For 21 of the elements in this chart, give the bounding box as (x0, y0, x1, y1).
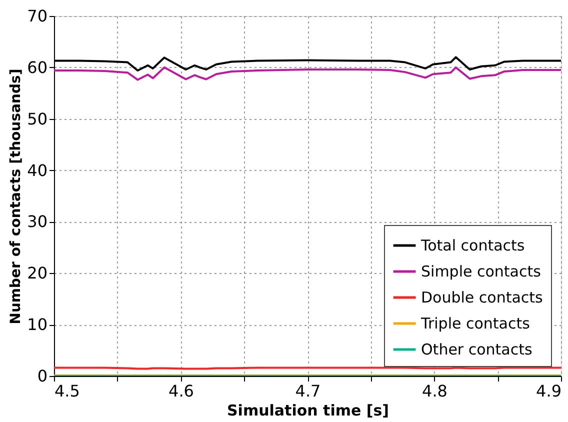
x-tick-label: 4.5 (54, 382, 80, 400)
y-tick-label: 30 (27, 212, 48, 232)
x-tick-label: 4.7 (295, 382, 321, 400)
y-tick-label: 0 (37, 366, 48, 386)
y-tick-label: 50 (27, 109, 48, 128)
legend-label: Simple contacts (421, 262, 542, 280)
line-series (54, 66, 561, 81)
legend-label: Triple contacts (420, 314, 530, 332)
y-tick-label: 70 (27, 6, 48, 26)
x-tick-label: 4.9 (536, 382, 562, 400)
legend-label: Double contacts (421, 288, 544, 306)
y-axis-title: Number of contacts [thousands] (8, 68, 24, 324)
y-tick-label: 20 (27, 264, 48, 283)
y-tick-label: 10 (27, 315, 48, 334)
legend-label: Other contacts (421, 340, 532, 358)
x-axis-title: Simulation time [s] (226, 402, 390, 420)
x-tick-label: 4.8 (422, 382, 448, 400)
y-tick-label: 60 (27, 58, 48, 77)
legend-label: Total contacts (420, 236, 525, 254)
x-tick-label: 4.6 (168, 382, 194, 400)
y-tick-label: 40 (27, 160, 48, 180)
